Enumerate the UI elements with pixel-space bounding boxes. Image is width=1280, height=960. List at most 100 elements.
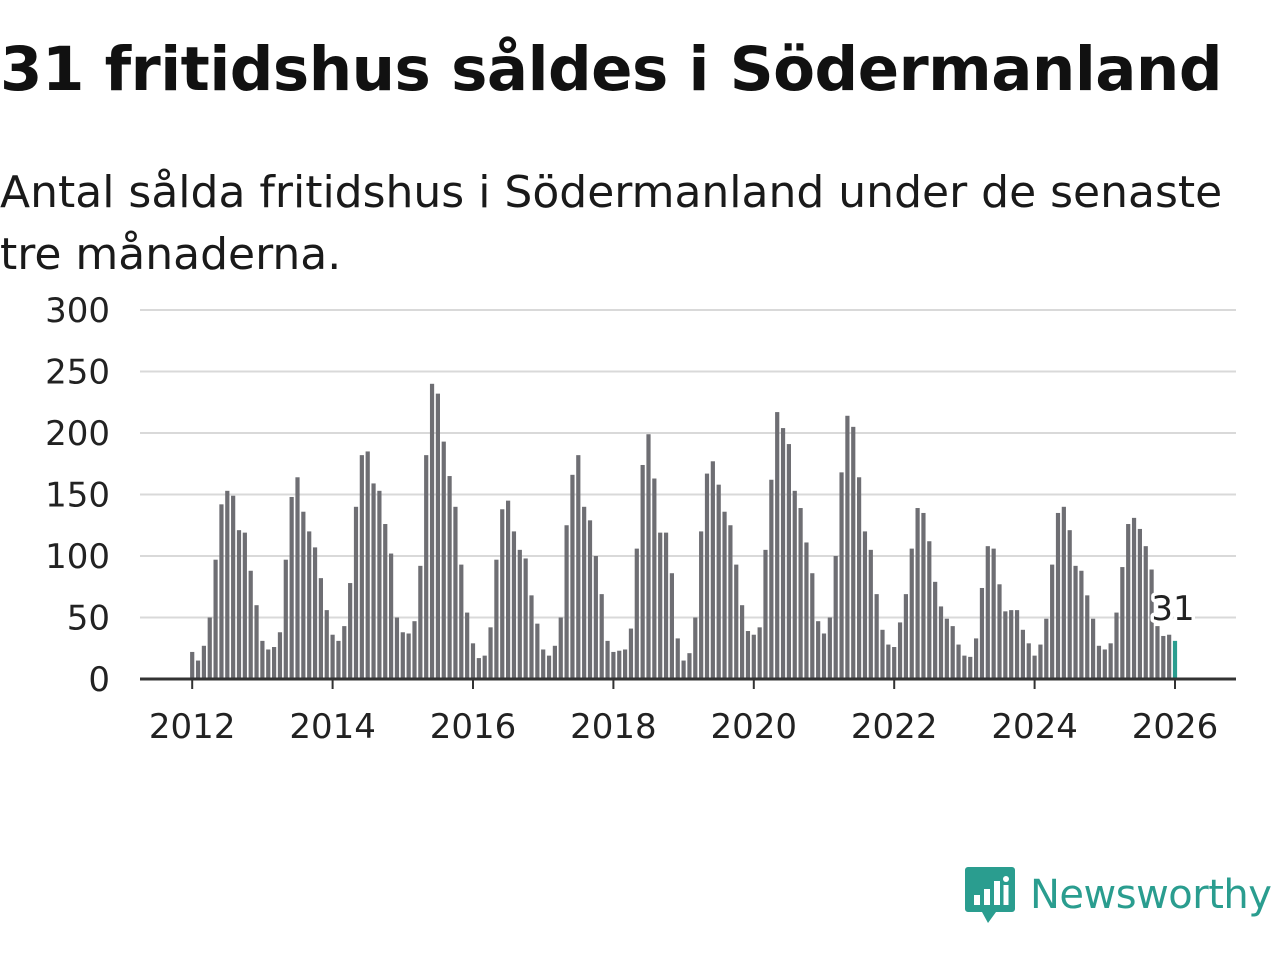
bar <box>324 610 329 679</box>
bar <box>962 655 967 679</box>
bar <box>997 584 1002 679</box>
bar <box>687 653 692 679</box>
bar <box>248 570 253 679</box>
bar <box>745 631 751 679</box>
bar <box>1155 626 1160 679</box>
bar <box>277 632 283 679</box>
bar <box>552 645 557 679</box>
bar <box>225 490 230 679</box>
bar <box>734 564 739 679</box>
bar <box>470 643 476 679</box>
bar <box>810 573 815 679</box>
bar <box>886 644 891 679</box>
bar <box>541 649 546 679</box>
bar <box>786 444 791 679</box>
bar <box>991 548 996 679</box>
bar <box>558 617 563 679</box>
bar-highlight <box>1172 640 1178 679</box>
bar <box>576 455 581 679</box>
bar <box>938 606 944 679</box>
bar <box>693 617 698 679</box>
bar <box>658 532 663 679</box>
bar <box>506 500 511 679</box>
bar <box>909 548 914 679</box>
bar <box>459 564 464 679</box>
bar <box>827 617 832 679</box>
bar <box>529 595 534 679</box>
bar <box>851 426 856 679</box>
bar <box>307 531 312 679</box>
x-axis: 2012 2014 2016 2018 2020 2022 2024 2026 <box>149 679 1218 747</box>
bar <box>663 532 669 679</box>
bar <box>301 511 306 679</box>
bar <box>974 638 979 679</box>
bar <box>330 634 335 679</box>
bar <box>500 509 505 679</box>
y-tick-label: 0 <box>88 660 110 700</box>
highlight-value-label: 31 <box>1151 589 1194 629</box>
bar <box>903 594 908 679</box>
bar <box>780 428 786 679</box>
bar <box>242 532 247 679</box>
bar <box>611 651 616 679</box>
bar <box>342 626 347 679</box>
bar <box>593 556 598 679</box>
bar <box>231 495 236 679</box>
x-tick-label: 2018 <box>570 707 657 747</box>
y-tick-label: 100 <box>45 537 110 577</box>
bar <box>1032 655 1037 679</box>
bar <box>1038 644 1043 679</box>
bar <box>359 455 364 679</box>
bar <box>839 472 844 679</box>
bar <box>447 476 452 679</box>
bar <box>441 441 446 679</box>
bar <box>1055 512 1061 679</box>
bar <box>488 627 493 679</box>
bar <box>892 647 897 679</box>
bar <box>927 541 932 679</box>
bar <box>418 565 423 679</box>
bar <box>1108 643 1113 679</box>
bar <box>675 638 680 679</box>
x-tick-label: 2020 <box>711 707 798 747</box>
bar <box>1143 546 1148 679</box>
brand-name: Newsworthy <box>1030 872 1272 918</box>
bar <box>453 506 458 679</box>
bar <box>377 490 382 679</box>
bar <box>336 640 341 679</box>
x-tick-label: 2026 <box>1132 707 1219 747</box>
bar <box>1079 570 1084 679</box>
bar <box>816 621 821 679</box>
bar <box>570 474 575 679</box>
bar <box>804 542 809 679</box>
bar <box>260 640 265 679</box>
bar <box>494 559 499 679</box>
bar <box>435 393 440 679</box>
bar <box>757 627 762 679</box>
bar <box>623 649 628 679</box>
bar <box>681 660 686 679</box>
y-tick-label: 50 <box>67 599 110 639</box>
bar <box>944 618 949 679</box>
bar <box>1114 612 1119 679</box>
bar <box>669 573 674 679</box>
bar <box>652 478 657 679</box>
bar <box>365 451 370 679</box>
bar <box>412 621 417 679</box>
bar <box>751 634 756 679</box>
y-tick-label: 250 <box>45 353 110 393</box>
bar <box>699 531 704 679</box>
bar <box>546 655 552 679</box>
bar <box>1026 643 1031 679</box>
bar <box>897 622 903 679</box>
bar <box>985 546 990 679</box>
bar <box>1102 649 1107 679</box>
bar <box>406 633 411 679</box>
bar <box>201 645 206 679</box>
highlight-annotation: 31 <box>1148 586 1198 633</box>
x-tick-label: 2022 <box>851 707 938 747</box>
bar <box>792 490 797 679</box>
bar <box>523 558 528 679</box>
bar <box>394 617 400 679</box>
bar <box>1161 635 1166 679</box>
